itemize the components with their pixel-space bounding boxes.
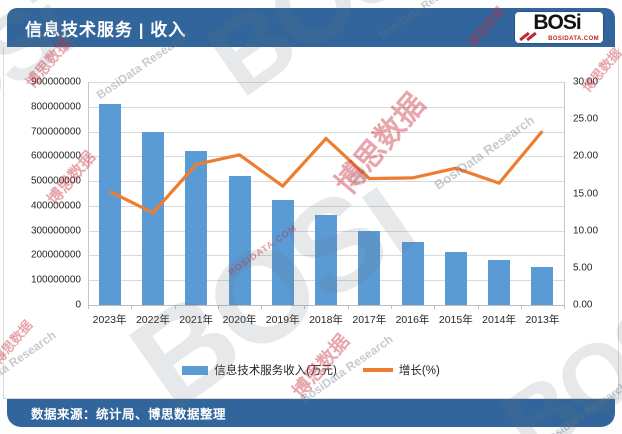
x-axis-tick <box>304 305 306 309</box>
gridline <box>88 106 564 108</box>
x-axis-tick <box>477 305 479 309</box>
legend-label-revenue: 信息技术服务收入(万元) <box>214 365 337 377</box>
bar-2016年 <box>401 241 424 305</box>
x-axis-label: 2015年 <box>438 314 473 326</box>
legend-item-growth: 增长(%) <box>362 362 440 378</box>
x-axis-label: 2013年 <box>525 314 560 326</box>
x-axis-label: 2023年 <box>92 314 127 326</box>
gridline <box>88 82 564 83</box>
x-axis-label: 2021年 <box>179 314 214 326</box>
bar-2015年 <box>444 251 467 305</box>
header-bar: 信息技术服务 | 收入 BOSi BOSIDATA.COM <box>7 8 615 47</box>
x-axis-label: 2016年 <box>395 314 430 326</box>
bar-2014年 <box>488 260 511 305</box>
bar-2020年 <box>228 176 251 305</box>
x-axis-label: 2022年 <box>135 314 170 326</box>
left-axis-label: 200000000 <box>30 249 81 261</box>
x-axis-label: 2018年 <box>309 314 343 326</box>
legend-item-revenue: 信息技术服务收入(万元) <box>182 362 337 378</box>
right-axis-label: 15.00 <box>573 188 599 199</box>
data-source-text: 数据来源：统计局、博思数据整理 <box>31 407 227 422</box>
y-axis-line <box>88 82 89 305</box>
left-axis-label: 0 <box>75 299 81 311</box>
legend-label-growth: 增长(%) <box>398 365 440 377</box>
bar-2017年 <box>358 230 381 305</box>
bar-2013年 <box>531 266 554 305</box>
x-axis-tick <box>347 305 349 309</box>
left-axis-label: 100000000 <box>30 274 81 286</box>
x-axis-tick <box>390 305 392 309</box>
left-axis-label: 800000000 <box>30 101 81 113</box>
right-axis-label: 20.00 <box>573 150 599 162</box>
x-axis-line <box>88 305 564 306</box>
bar-2018年 <box>315 214 337 305</box>
secondary-y-axis-line <box>564 82 565 305</box>
bar-2021年 <box>185 151 208 305</box>
x-axis-label: 2014年 <box>482 314 517 326</box>
right-axis-label: 30.00 <box>573 76 599 88</box>
bosi-logo: BOSi BOSIDATA.COM <box>514 11 604 44</box>
x-axis-tick <box>261 305 263 309</box>
x-axis-tick <box>174 305 176 309</box>
bar-2022年 <box>141 131 164 305</box>
footer-bar: 数据来源：统计局、博思数据整理 <box>7 399 615 427</box>
x-axis-tick <box>131 305 133 309</box>
x-axis-tick <box>434 305 436 309</box>
x-axis-tick <box>520 305 522 309</box>
left-axis-label: 500000000 <box>30 175 81 187</box>
left-axis-label: 400000000 <box>30 200 81 212</box>
right-axis-label: 5.00 <box>573 262 593 274</box>
x-axis-tick <box>564 305 565 309</box>
legend-bar-swatch <box>182 365 209 375</box>
left-axis-label: 900000000 <box>30 76 81 88</box>
right-axis-label: 10.00 <box>573 225 599 237</box>
bar-2023年 <box>98 104 121 305</box>
x-axis-label: 2019年 <box>265 314 300 326</box>
legend: 信息技术服务收入(万元) 增长(%) <box>0 362 622 378</box>
x-axis-label: 2020年 <box>222 314 257 326</box>
x-axis-label: 2017年 <box>352 314 387 326</box>
logo-brand-text: BOSi <box>533 11 581 34</box>
right-axis-label: 0.00 <box>573 299 593 311</box>
logo-domain-text: BOSIDATA.COM <box>548 36 599 42</box>
left-axis-label: 300000000 <box>30 225 81 237</box>
bar-2019年 <box>271 199 294 305</box>
left-axis-label: 700000000 <box>30 126 81 138</box>
x-axis-tick <box>88 305 89 309</box>
legend-line-swatch <box>362 368 393 372</box>
page-title: 信息技术服务 | 收入 <box>25 20 187 39</box>
x-axis-tick <box>217 305 219 309</box>
right-axis-label: 25.00 <box>573 113 599 125</box>
left-axis-label: 600000000 <box>30 150 81 162</box>
